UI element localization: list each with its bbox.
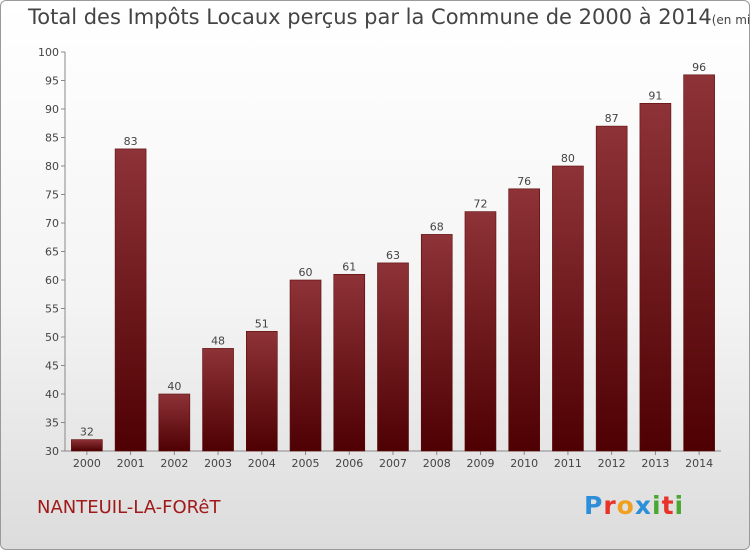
logo-letter: r <box>603 491 617 520</box>
y-tick-label: 90 <box>45 103 59 116</box>
bar-value-label: 68 <box>430 220 444 233</box>
y-tick-label: 30 <box>45 445 59 458</box>
x-tick-label: 2010 <box>510 457 538 470</box>
bar <box>683 74 715 452</box>
bar <box>595 125 628 452</box>
y-tick-label: 50 <box>45 331 59 344</box>
bar <box>114 148 147 452</box>
bar-value-label: 96 <box>692 61 706 74</box>
x-tick-label: 2002 <box>160 457 188 470</box>
x-tick-label: 2013 <box>641 457 669 470</box>
bar-value-label: 40 <box>167 380 181 393</box>
x-tick-label: 2006 <box>335 457 363 470</box>
x-tick-label: 2004 <box>248 457 276 470</box>
bar <box>420 234 453 452</box>
bar <box>639 103 672 452</box>
x-tick-label: 2014 <box>685 457 713 470</box>
bar <box>333 273 366 452</box>
chart-title-text: Total des Impôts Locaux perçus par la Co… <box>28 5 712 29</box>
bar-value-label: 80 <box>561 152 575 165</box>
bar <box>71 439 103 452</box>
bar-value-label: 51 <box>255 317 269 330</box>
bar-value-label: 48 <box>211 334 225 347</box>
bar <box>377 262 409 452</box>
commune-name: NANTEUIL-LA-FORêT <box>37 497 221 518</box>
logo-letter: P <box>584 491 604 520</box>
bar <box>246 330 278 452</box>
x-tick-label: 2007 <box>379 457 407 470</box>
x-tick-label: 2012 <box>598 457 626 470</box>
x-tick-label: 2011 <box>554 457 582 470</box>
x-tick-label: 2000 <box>73 457 101 470</box>
x-tick-label: 2003 <box>204 457 232 470</box>
x-tick-label: 2009 <box>466 457 494 470</box>
y-tick-label: 60 <box>45 274 59 287</box>
bar-value-label: 87 <box>605 112 619 125</box>
bar <box>464 211 497 452</box>
logo-letter: i <box>652 491 662 520</box>
x-tick-label: 2008 <box>423 457 451 470</box>
bar-value-label: 63 <box>386 249 400 262</box>
bar-value-label: 91 <box>648 89 662 102</box>
chart-title: Total des Impôts Locaux perçus par la Co… <box>28 5 750 29</box>
logo-letter: o <box>616 491 635 520</box>
y-tick-label: 65 <box>45 246 59 259</box>
y-tick-label: 80 <box>45 160 59 173</box>
y-tick-label: 85 <box>45 132 59 145</box>
y-tick-label: 70 <box>45 217 59 230</box>
y-tick-label: 100 <box>38 46 59 59</box>
logo-letter: i <box>674 491 685 520</box>
bar-value-label: 60 <box>299 266 313 279</box>
bar <box>158 393 191 452</box>
chart-bars: 32 83 40 48 51 60 61 63 68 72 76 80 87 91 96 <box>71 61 715 452</box>
bar <box>289 279 322 452</box>
bar-value-label: 72 <box>473 198 487 211</box>
logo-letter: x <box>634 491 652 520</box>
bar <box>202 348 234 452</box>
x-tick-label: 2001 <box>117 457 145 470</box>
bar-value-label: 83 <box>124 135 138 148</box>
y-tick-label: 95 <box>45 75 59 88</box>
proxiti-logo: Proxiti <box>584 491 684 520</box>
bar <box>508 188 541 452</box>
x-tick-label: 2005 <box>292 457 320 470</box>
bar-value-label: 32 <box>80 426 94 439</box>
y-tick-label: 45 <box>45 360 59 373</box>
logo-letter: t <box>661 491 675 520</box>
bar-value-label: 61 <box>342 260 356 273</box>
bar <box>552 165 584 452</box>
chart-unit: (en milliers d'€) <box>711 13 750 27</box>
y-tick-label: 40 <box>45 388 59 401</box>
chart-axes: 30 35 40 45 50 55 60 65 70 75 80 85 90 95 100 2000 2001 2… <box>38 46 721 470</box>
bar-value-label: 76 <box>517 175 531 188</box>
y-tick-label: 35 <box>45 417 59 430</box>
y-tick-label: 75 <box>45 189 59 202</box>
y-tick-label: 55 <box>45 303 59 316</box>
